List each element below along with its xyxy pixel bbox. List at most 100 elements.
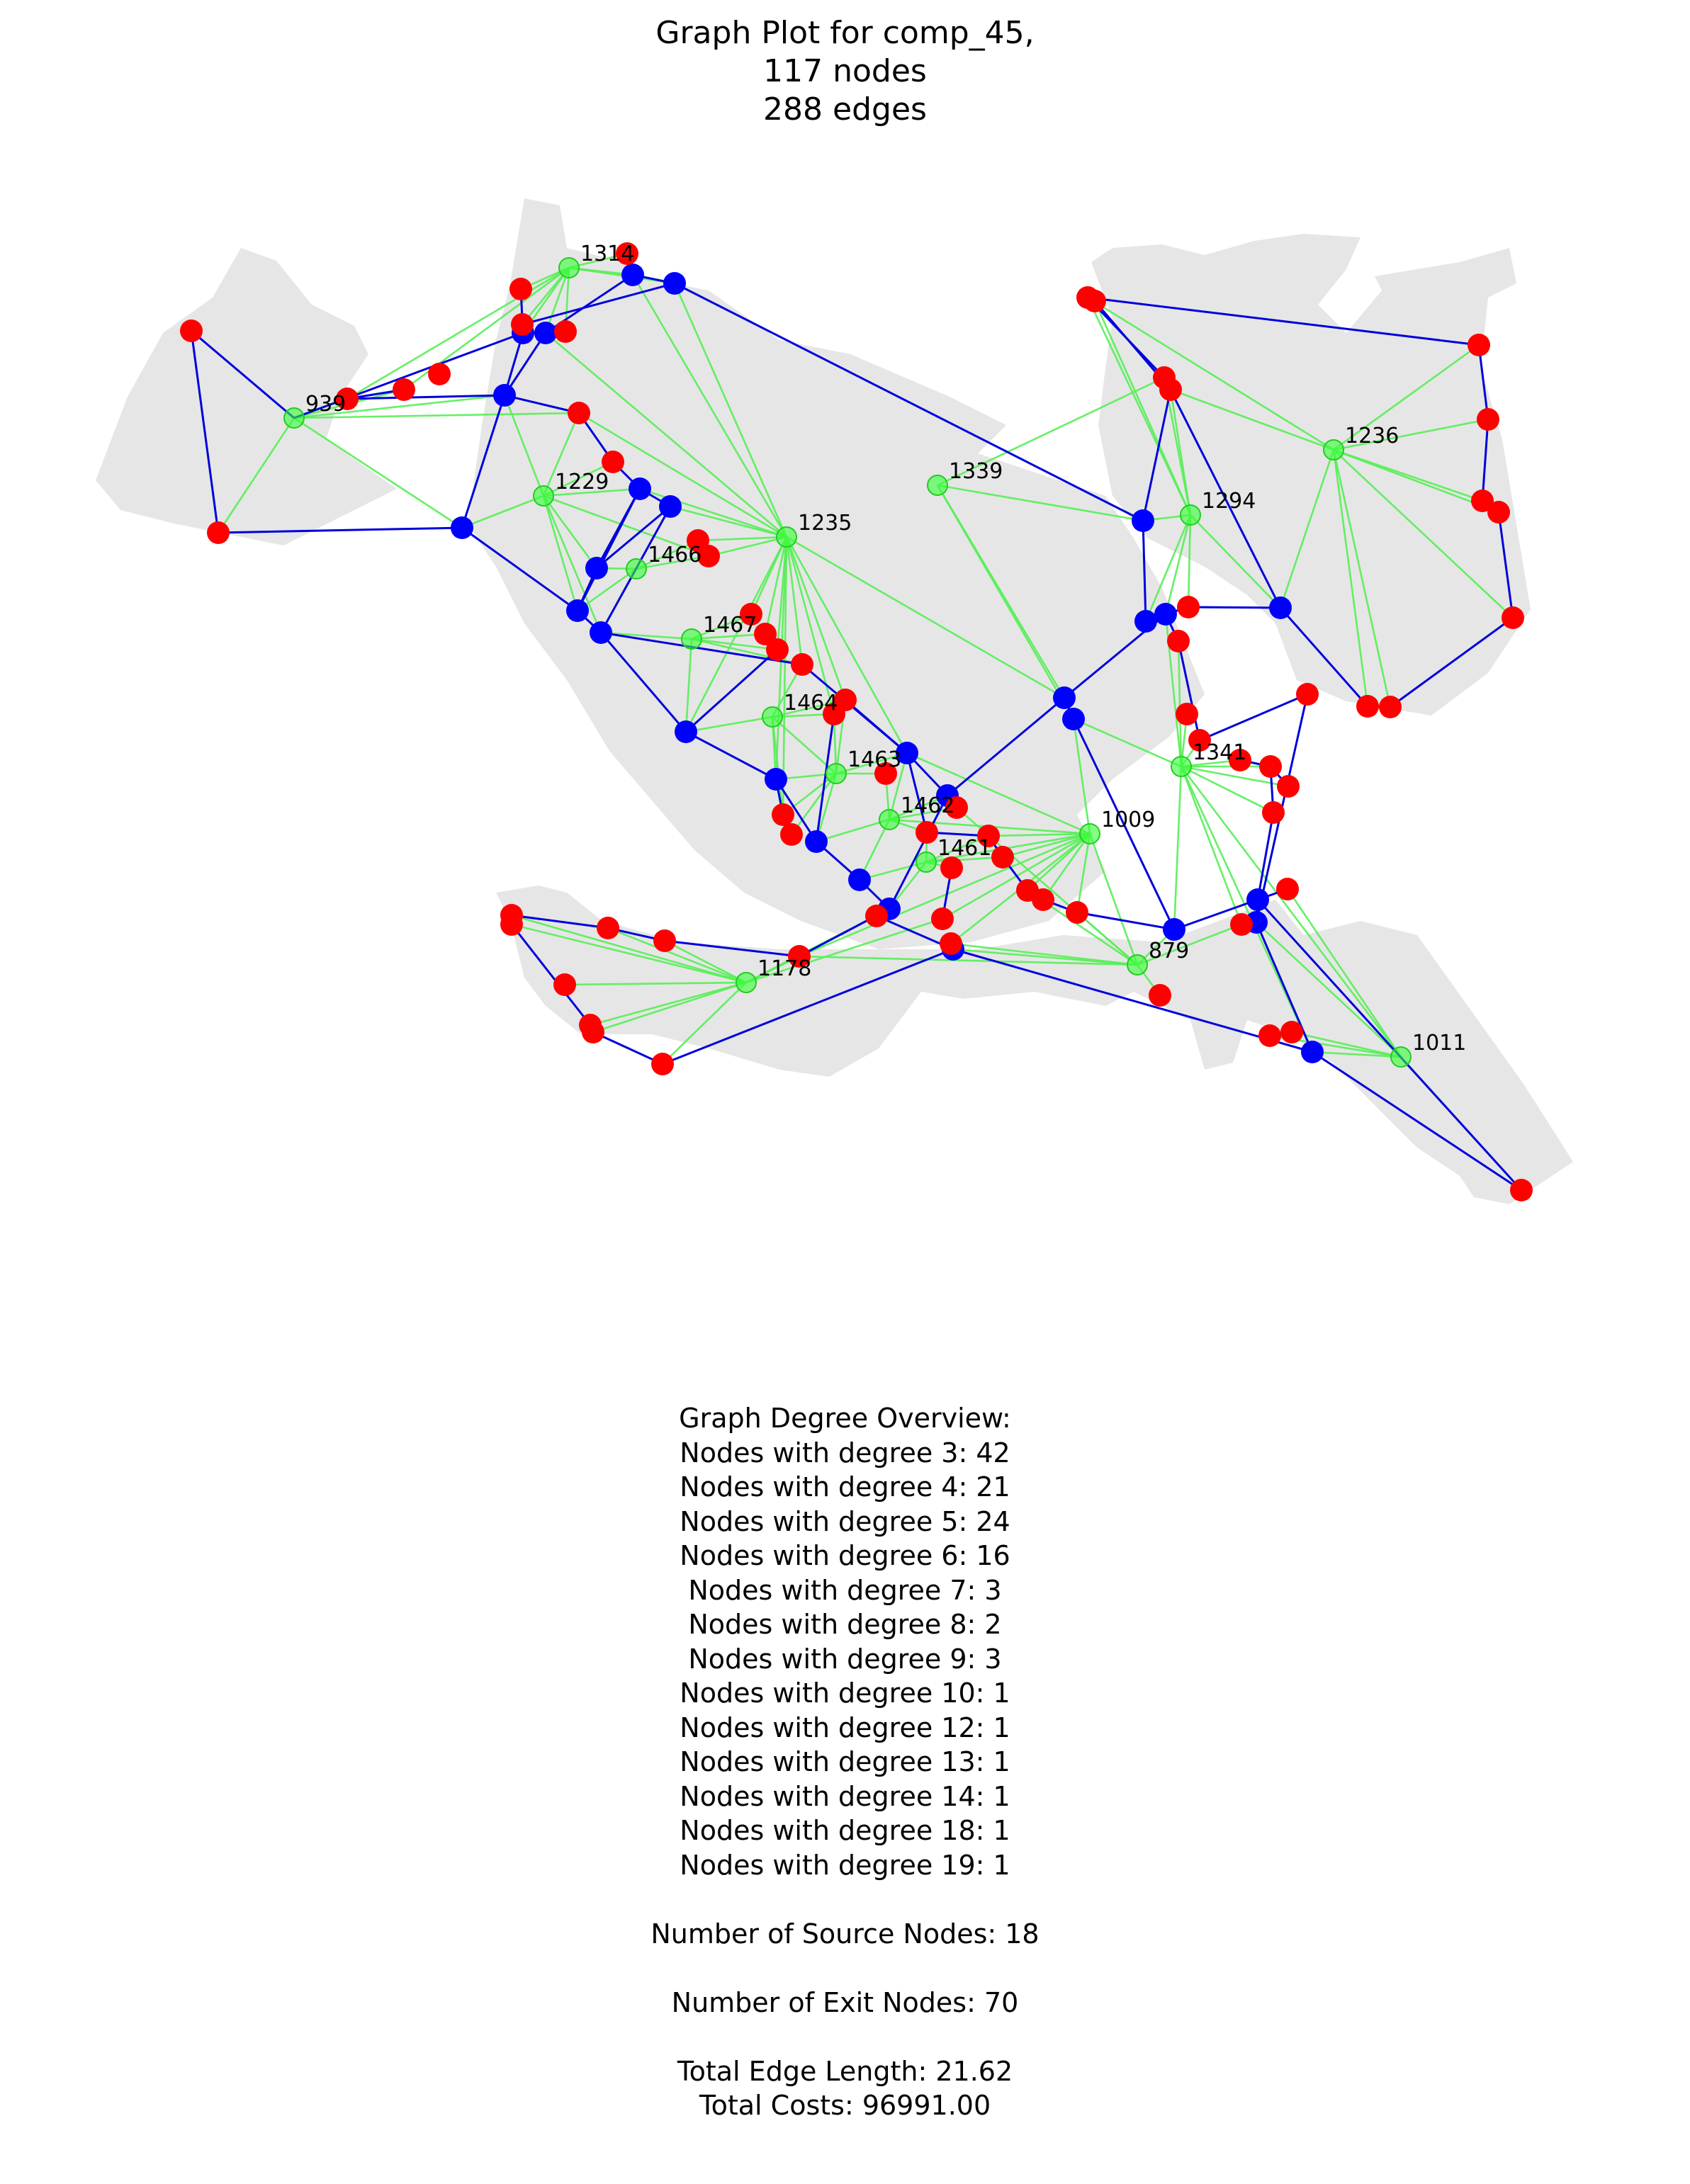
hub-node	[626, 558, 647, 579]
hub-node	[916, 851, 937, 873]
title-line-edges: 288 edges	[763, 91, 927, 128]
exit-node	[180, 319, 203, 342]
exit-node	[1296, 683, 1319, 706]
hub-node	[879, 809, 900, 830]
exit-node	[916, 821, 938, 844]
hub-node	[558, 257, 580, 278]
node-label: 939	[305, 392, 346, 417]
source-node	[1134, 610, 1157, 633]
total-costs: Total Costs: 96991.00	[699, 2090, 991, 2121]
service-edge	[600, 631, 692, 640]
degree-line: Nodes with degree 9: 3	[688, 1643, 1002, 1675]
hub-node	[533, 485, 554, 507]
service-edge	[1286, 888, 1402, 1058]
pipe-edge	[522, 282, 675, 326]
service-edge	[782, 536, 788, 815]
source-node	[590, 621, 612, 644]
service-edge	[631, 274, 788, 538]
exit-node	[428, 363, 451, 385]
service-edge	[1256, 922, 1402, 1058]
service-edge	[691, 638, 803, 666]
service-edge	[685, 536, 788, 732]
pipe-edge	[511, 914, 609, 929]
degree-line: Nodes with degree 12: 1	[680, 1711, 1010, 1743]
exit-node	[991, 846, 1014, 868]
service-edge	[1093, 300, 1192, 516]
degree-summary: Graph Degree Overview: Nodes with degree…	[0, 1401, 1690, 2123]
service-edge	[542, 495, 598, 569]
hub-node	[1171, 756, 1192, 777]
pipe-edge	[190, 330, 220, 533]
exit-node	[1229, 749, 1251, 771]
exit-node	[1276, 878, 1299, 900]
hub-node	[1323, 439, 1344, 460]
service-edge	[1180, 766, 1314, 1053]
land-region	[496, 886, 1573, 1204]
service-edge	[543, 487, 641, 497]
exit-node	[1032, 888, 1054, 911]
pipe-edge	[685, 730, 777, 781]
source-node	[1269, 596, 1292, 619]
exit-node	[1477, 408, 1499, 431]
service-edge	[1002, 832, 1091, 859]
service-edge	[544, 267, 570, 334]
service-edge	[664, 939, 747, 984]
service-edge	[685, 715, 773, 733]
degree-line: Nodes with degree 18: 1	[680, 1815, 1010, 1846]
service-edge	[511, 914, 747, 984]
total-edge-length: Total Edge Length: 21.62	[677, 2055, 1013, 2087]
pipe-edge	[596, 505, 671, 570]
exit-node	[1176, 703, 1198, 725]
exit-node	[553, 973, 576, 996]
service-edge	[1073, 718, 1182, 768]
exit-node	[509, 278, 532, 300]
exit-node	[865, 905, 888, 927]
hub-node	[762, 706, 783, 728]
node-label: 1341	[1193, 740, 1246, 765]
service-edge	[952, 948, 1138, 966]
exit-node	[945, 796, 968, 819]
exit-node	[791, 653, 813, 676]
service-edge	[691, 638, 778, 651]
exit-node	[336, 387, 359, 410]
pipe-edge	[888, 795, 949, 910]
service-edge	[925, 856, 1003, 864]
source-node	[451, 516, 473, 539]
service-edge	[293, 394, 505, 419]
service-edge	[1181, 765, 1289, 788]
pipe-edge	[1163, 377, 1282, 609]
degree-line: Nodes with degree 10: 1	[680, 1677, 1010, 1709]
service-edge	[542, 495, 579, 611]
source-node	[848, 868, 871, 891]
pipe-edge	[947, 696, 1065, 797]
exit-node	[1471, 490, 1494, 512]
service-edge	[1332, 449, 1369, 707]
service-edge	[785, 536, 908, 754]
exit-node	[393, 378, 415, 401]
service-edge	[815, 773, 838, 842]
node-label: 1178	[757, 956, 811, 981]
pipe-edge	[774, 779, 818, 842]
service-edge	[685, 638, 693, 732]
land-region	[1091, 234, 1531, 715]
service-edge	[772, 716, 837, 774]
pipe-edge	[1188, 606, 1281, 609]
service-edge	[1187, 514, 1192, 608]
pipe-edge	[503, 332, 547, 396]
exit-node	[977, 825, 1000, 847]
service-edge	[1072, 718, 1091, 834]
service-edge	[1332, 449, 1392, 708]
service-edge	[764, 536, 788, 635]
exit-node	[1510, 1179, 1533, 1201]
pipe-edge	[1142, 520, 1147, 622]
service-edge	[1180, 766, 1243, 925]
pipe-edge	[191, 329, 295, 419]
hub-node	[681, 628, 702, 650]
service-edge	[785, 536, 804, 665]
exit-node	[1379, 696, 1402, 718]
pipe-edge	[1477, 344, 1489, 420]
exit-node	[931, 907, 954, 930]
service-edge	[1087, 296, 1334, 451]
source-node	[659, 495, 682, 518]
service-edge	[662, 982, 747, 1065]
